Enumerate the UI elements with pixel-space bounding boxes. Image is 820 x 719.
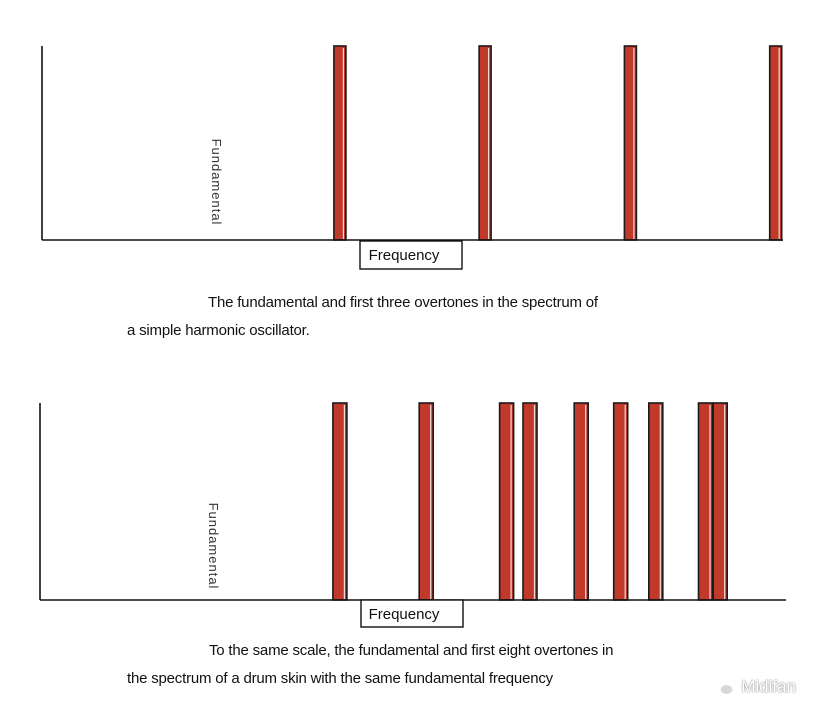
x-axis-label: Frequency [369,247,440,264]
watermark-text: Midifan [741,677,796,696]
caption-line-2: a simple harmonic oscillator. [127,322,310,339]
x-axis-label: Frequency [369,606,440,623]
bottom-chart-caption: To the same scale, the fundamental and f… [0,637,614,693]
caption-line-1: The fundamental and first three overtone… [208,294,598,311]
spectrum-bar-1 [333,45,347,241]
caption-line-1: To the same scale, the fundamental and f… [209,642,614,659]
bars-group [333,45,783,241]
y-axis-label: Fundamental [206,503,221,590]
spectrum-bar-3 [623,45,638,241]
bars-group [332,402,729,601]
x-axis-label-box [359,240,463,270]
wechat-icon [711,677,734,696]
drum-skin-spectrum-chart: Fundamental Frequency [39,402,786,628]
watermark: Midifan [711,677,796,697]
harmonic-oscillator-spectrum-chart: Fundamental Frequency [41,45,783,270]
caption-line-2: the spectrum of a drum skin with the sam… [127,670,553,687]
x-axis-label-box [360,599,464,628]
y-axis-label: Fundamental [209,139,224,226]
spectrum-bar-2 [478,45,492,241]
top-chart-caption: The fundamental and first three overtone… [0,289,598,345]
spectrum-bar-4 [768,45,783,241]
